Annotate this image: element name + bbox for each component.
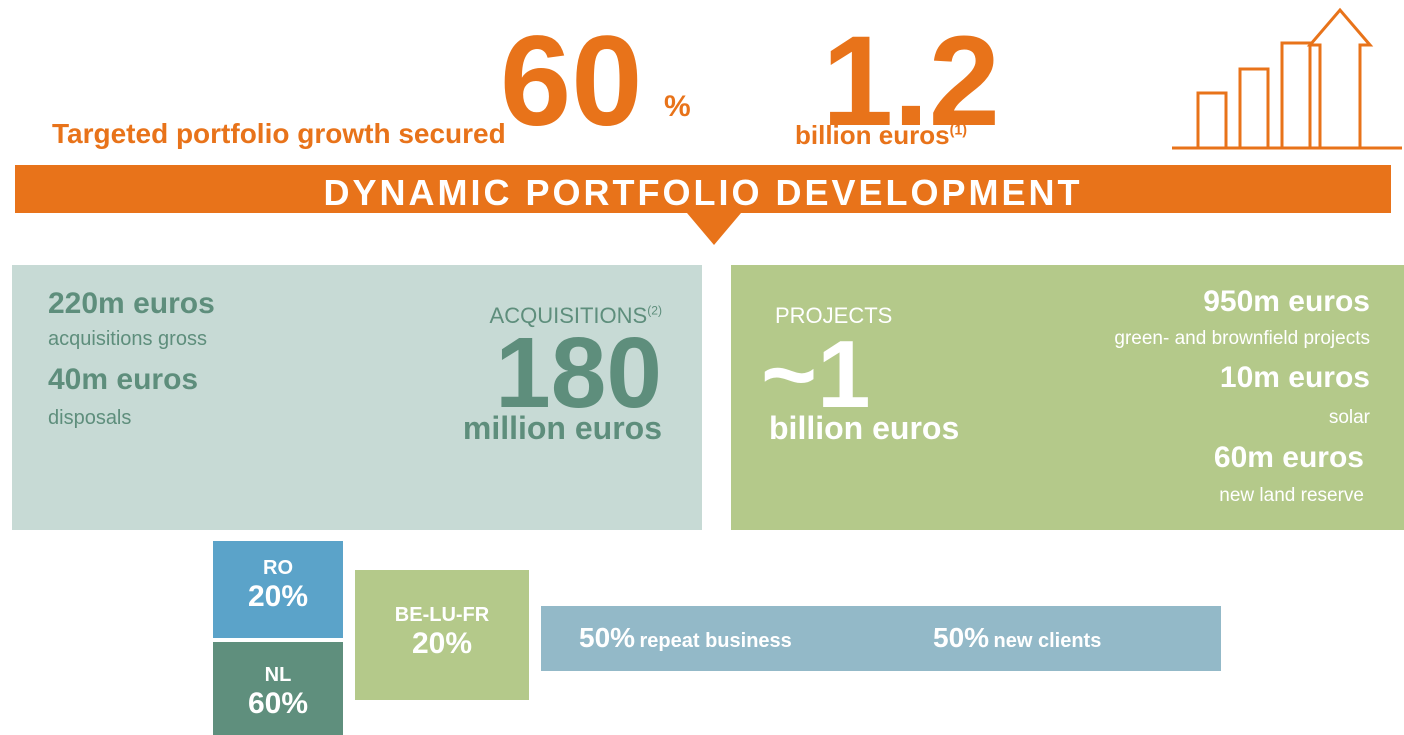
acq-amount: 40m euros — [48, 363, 199, 396]
proj-amount: 10m euros — [1219, 361, 1370, 394]
region-name: RO — [263, 557, 293, 579]
region-tile: NL 60% — [213, 642, 343, 735]
acq-label: disposals — [48, 407, 132, 429]
proj-label: green- and brownfield projects — [1114, 328, 1370, 349]
region-share: 60% — [247, 687, 309, 720]
proj-amount: 950m euros — [1203, 285, 1370, 318]
total-note: (1) — [949, 122, 968, 139]
acq-note: (2) — [647, 303, 662, 318]
growth-value: 60 — [500, 10, 643, 153]
banner-title: DYNAMIC PORTFOLIO DEVELOPMENT — [323, 172, 1083, 213]
acquisitions-box: 220m euros acquisitions gross 40m euros … — [12, 265, 702, 530]
total-label-text: billion euros — [795, 120, 950, 150]
acq-amount: 220m euros — [48, 287, 215, 320]
region-tile: RO 20% — [213, 541, 343, 638]
region-name: BE-LU-FR — [394, 604, 490, 626]
banner-shape — [15, 165, 1391, 245]
client-label: repeat business — [639, 630, 792, 652]
acq-label: acquisitions gross — [48, 328, 207, 350]
client-share: 50% — [933, 622, 990, 653]
clients-bar: 50% repeat business 50% new clients — [541, 606, 1221, 671]
acq-title-text: ACQUISITIONS — [489, 303, 648, 328]
client-share: 50% — [579, 622, 636, 653]
projects-box: PROJECTS ~1 billion euros 950m euros gre… — [731, 265, 1404, 530]
region-tile: BE-LU-FR 20% — [355, 570, 529, 700]
growth-label: Targeted portfolio growth secured — [52, 118, 506, 149]
acq-title: ACQUISITIONS(2) — [490, 303, 662, 329]
client-item: 50% repeat business — [579, 622, 792, 654]
proj-label: new land reserve — [1219, 485, 1364, 506]
proj-unit: billion euros — [769, 410, 960, 446]
total-value: 1.2 — [822, 10, 1000, 153]
proj-title: PROJECTS — [775, 303, 893, 328]
region-share: 20% — [411, 627, 473, 660]
growth-unit: % — [664, 90, 691, 123]
growth-icon — [1172, 7, 1402, 150]
region-share: 20% — [247, 580, 309, 613]
proj-amount: 60m euros — [1213, 441, 1364, 474]
acq-value: 180 — [495, 317, 662, 429]
client-item: 50% new clients — [933, 622, 1101, 654]
region-name: NL — [264, 664, 292, 686]
client-label: new clients — [993, 630, 1102, 652]
proj-label: solar — [1328, 407, 1370, 428]
proj-value: ~1 — [761, 321, 871, 428]
total-label: billion euros(1) — [795, 120, 967, 151]
acq-unit: million euros — [462, 410, 662, 446]
